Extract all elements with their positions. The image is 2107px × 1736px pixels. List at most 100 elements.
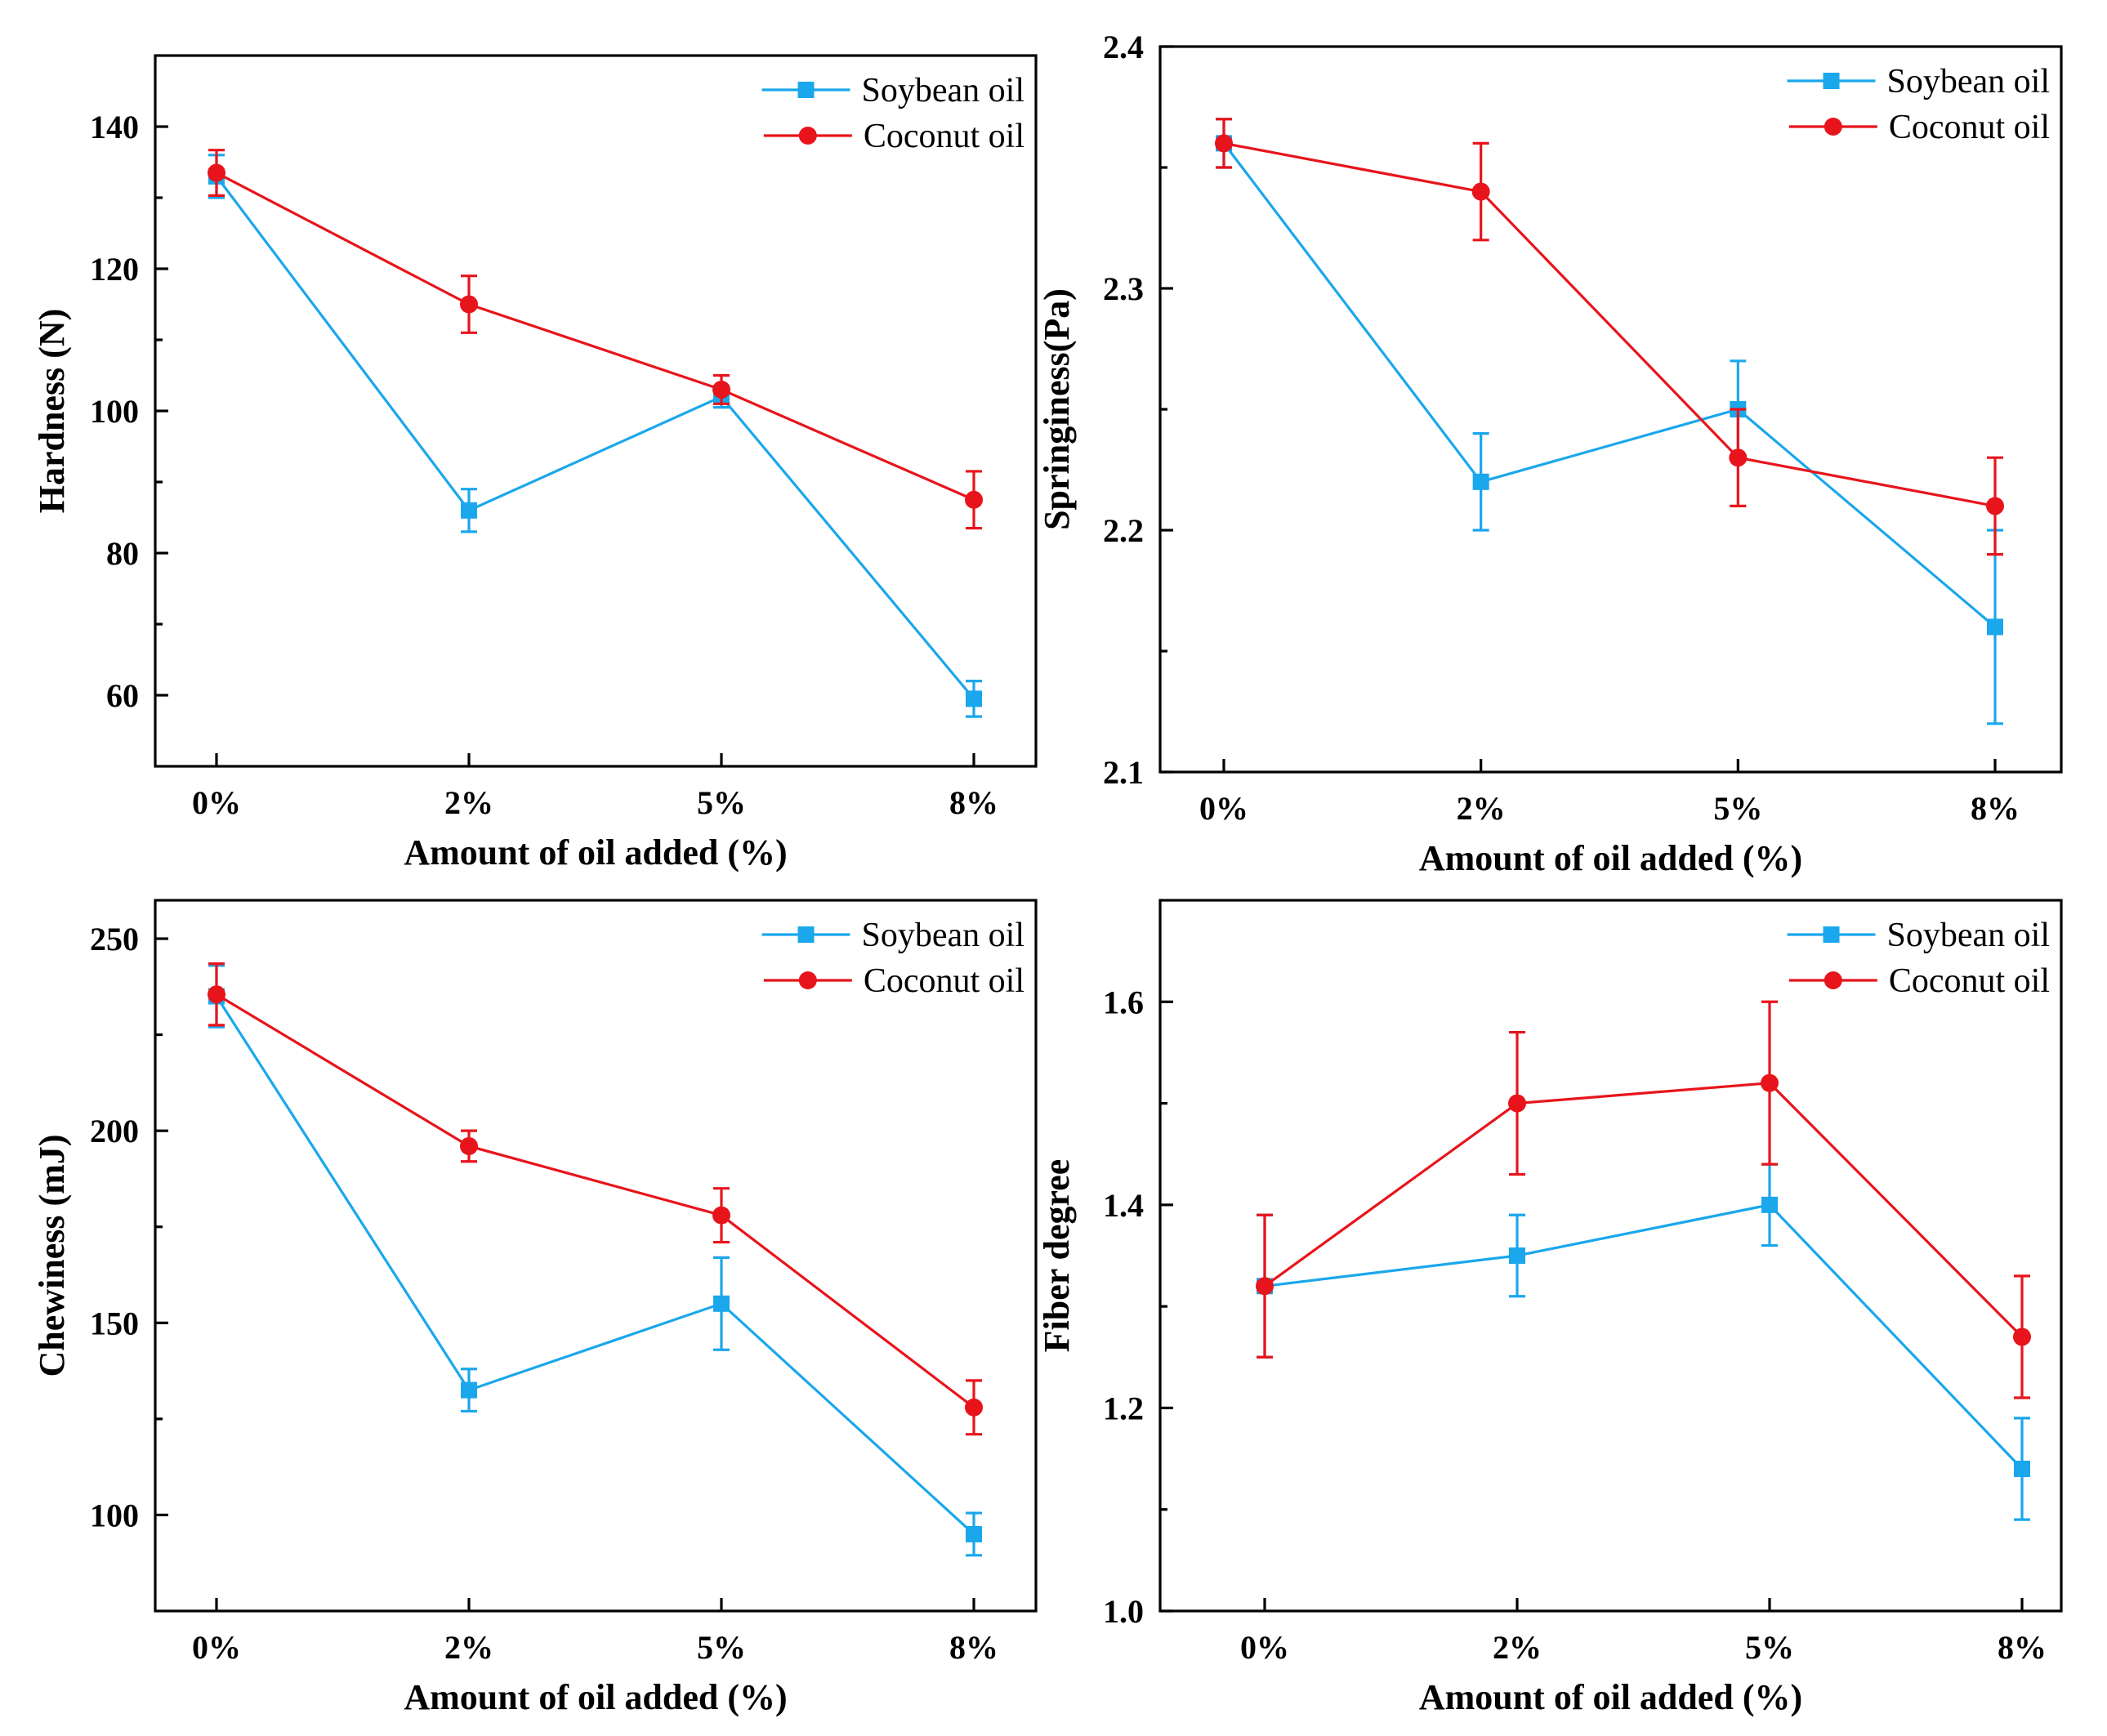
y-tick-label: 1.2 [1103, 1390, 1144, 1426]
data-point-coconut [1256, 1277, 1274, 1296]
data-point-coconut [460, 295, 478, 314]
data-point-coconut [1729, 449, 1748, 467]
y-tick-label: 1.6 [1103, 984, 1144, 1020]
data-point-soybean [966, 1525, 982, 1542]
x-tick-label: 2% [444, 1629, 493, 1666]
panel-hardness: 60 80 100 120 140 0% 2% 5% 8% Amount of oil added… [32, 54, 1038, 872]
data-point-soybean [1761, 1196, 1778, 1213]
plot-frame [154, 54, 1038, 768]
legend-label: Soybean oil [862, 72, 1024, 109]
y-tick-label: 100 [90, 1497, 139, 1533]
y-tick-label: 2.3 [1103, 270, 1144, 307]
legend-label: Coconut oil [864, 118, 1024, 155]
data-point-coconut [1471, 182, 1490, 201]
data-point-coconut [712, 380, 730, 399]
y-tick-label: 100 [90, 393, 139, 430]
data-point-coconut [1215, 134, 1233, 153]
data-point-soybean [1472, 473, 1489, 490]
panel-fiber-degree: 1.0 1.2 1.4 1.6 0% 2% 5% 8% Amount of oil added … [1037, 899, 2063, 1717]
x-tick-label: 5% [1745, 1629, 1794, 1666]
data-point-coconut [1986, 497, 2004, 515]
y-tick-label: 150 [90, 1305, 139, 1341]
y-tick-label: 2.1 [1103, 754, 1144, 791]
legend-label: Coconut oil [1889, 962, 2050, 1000]
y-axis-title: Fiber degree [1037, 1159, 1077, 1353]
x-tick-label: 8% [1998, 1629, 2047, 1666]
legend-label: Soybean oil [1887, 63, 2050, 100]
data-point-soybean [1509, 1247, 1525, 1264]
data-point-coconut [712, 1206, 730, 1225]
x-tick-label: 0% [1240, 1629, 1289, 1666]
data-point-coconut [1508, 1094, 1526, 1113]
y-tick-label: 2.2 [1103, 512, 1144, 549]
x-tick-label: 5% [697, 784, 746, 821]
x-tick-label: 0% [192, 784, 241, 821]
data-point-soybean [713, 1295, 730, 1312]
legend-label: Soybean oil [862, 917, 1024, 954]
legend-marker-coconut [1824, 971, 1842, 989]
legend-marker-coconut [798, 127, 817, 145]
data-point-coconut [1761, 1073, 1779, 1092]
data-point-coconut [208, 163, 225, 182]
series-line-coconut-oil [216, 172, 975, 502]
plot-frame [1158, 899, 2063, 1613]
y-tick-label: 1.0 [1103, 1593, 1144, 1630]
y-axis-title: Chewiness (mJ) [32, 1135, 72, 1377]
series-line-coconut-oil [216, 993, 975, 1409]
x-tick-label: 0% [1199, 790, 1248, 827]
y-tick-label: 1.4 [1103, 1187, 1144, 1224]
x-tick-label: 8% [949, 1629, 998, 1666]
legend-marker-soybean [1823, 926, 1840, 943]
data-point-soybean [966, 690, 982, 707]
series-line-coconut-oil [1223, 141, 1996, 507]
legend-marker-soybean [797, 82, 815, 98]
data-point-soybean [461, 1381, 477, 1399]
y-tick-label: 60 [106, 677, 139, 714]
x-tick-label: 0% [192, 1629, 241, 1666]
legend-marker-coconut [798, 971, 817, 989]
legend-marker-soybean [797, 926, 815, 943]
y-axis-title: Hardness (N) [32, 309, 72, 514]
x-tick-label: 8% [1971, 790, 2020, 827]
x-tick-label: 2% [1457, 790, 1506, 827]
data-point-soybean [1987, 618, 2003, 636]
data-point-coconut [965, 490, 983, 509]
series-line-soybean-oil [1222, 142, 1997, 628]
x-axis-title: Amount of oil added (%) [1419, 838, 1802, 878]
legend-label: Coconut oil [1889, 109, 2050, 146]
panel-chewiness: 100 150 200 250 0% 2% 5% 8% Amount of oil added … [32, 899, 1038, 1717]
x-tick-label: 8% [949, 784, 998, 821]
data-point-coconut [208, 985, 225, 1004]
legend-marker-coconut [1824, 118, 1842, 136]
plot-frame [1158, 45, 2063, 774]
plot-frame [154, 899, 1038, 1613]
x-axis-title: Amount of oil added (%) [404, 832, 787, 872]
data-point-coconut [965, 1398, 983, 1417]
legend-marker-soybean [1823, 73, 1840, 89]
x-axis-title: Amount of oil added (%) [404, 1677, 787, 1717]
series-line-soybean-oil [1264, 1203, 2024, 1470]
x-tick-label: 2% [1493, 1629, 1542, 1666]
legend-label: Soybean oil [1887, 917, 2050, 954]
y-tick-label: 120 [90, 251, 139, 288]
y-tick-label: 140 [90, 109, 139, 145]
x-axis-title: Amount of oil added (%) [1419, 1677, 1802, 1717]
x-tick-label: 5% [1713, 790, 1762, 827]
x-tick-label: 2% [444, 784, 493, 821]
legend-label: Coconut oil [864, 962, 1024, 1000]
data-point-soybean [2014, 1461, 2030, 1477]
series-line-coconut-oil [1264, 1082, 2024, 1338]
y-axis-title: Springiness(Pa) [1037, 288, 1077, 530]
series-line-soybean-oil [215, 175, 975, 700]
y-tick-label: 250 [90, 921, 139, 957]
data-point-coconut [460, 1136, 478, 1155]
data-point-soybean [461, 502, 477, 519]
panel-springiness: 2.1 2.2 2.3 2.4 0% 2% 5% 8% Amount of oil added … [1037, 29, 2063, 878]
data-point-coconut [2013, 1328, 2031, 1346]
y-tick-label: 200 [90, 1113, 139, 1149]
series-line-soybean-oil [215, 995, 975, 1536]
y-tick-label: 80 [106, 535, 139, 572]
x-tick-label: 5% [697, 1629, 746, 1666]
y-tick-label: 2.4 [1103, 29, 1144, 65]
